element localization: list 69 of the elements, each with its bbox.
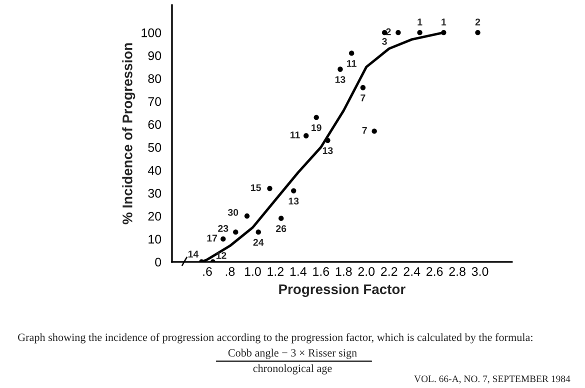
x-tick-label: 1.2: [268, 267, 284, 276]
point: [314, 114, 319, 120]
x-tick-label: .6: [203, 267, 212, 276]
y-axis-title: % Incidence of Progression: [122, 43, 136, 224]
y-tick-label: 40: [148, 166, 162, 175]
y-tick-label: 60: [148, 120, 162, 129]
annotation: 7: [362, 127, 367, 134]
point: [220, 236, 226, 242]
annotation: 11: [290, 132, 300, 138]
annotation: 13: [322, 147, 333, 154]
annotation: 11: [347, 60, 356, 67]
x-tick-label: 1.8: [336, 267, 352, 276]
y-tick-label: 30: [148, 188, 162, 198]
point: [417, 30, 422, 36]
point: [233, 229, 238, 235]
x-tick-label: 2.4: [404, 267, 420, 276]
x-tick-label: 3.0: [472, 267, 488, 276]
annotation: 1: [418, 18, 422, 26]
point: [278, 216, 284, 221]
point: [291, 188, 296, 194]
x-tick-label: 2.8: [449, 267, 466, 276]
annotation: 26: [276, 225, 286, 232]
annotation: 19: [312, 124, 322, 132]
text: Cobb angle − 3 × Risser sign: [228, 348, 357, 359]
x-tick-label: 1.0: [244, 267, 261, 276]
point: [348, 50, 354, 56]
x-tick-label: 1.4: [290, 267, 306, 276]
x-tick-label: 2.2: [381, 267, 398, 276]
x-axis-title: Progression Factor: [279, 284, 406, 297]
annotation: 13: [288, 198, 299, 205]
annotation: 12: [216, 252, 226, 259]
point: [256, 229, 261, 235]
annotation: 30: [228, 208, 238, 216]
annotation: 24: [253, 238, 264, 246]
y-tick-label: 100: [142, 28, 162, 38]
y-tick-label: 10: [148, 234, 162, 244]
y-tick-label: 90: [148, 51, 162, 60]
point: [338, 66, 343, 72]
annotation: 1: [442, 18, 446, 26]
point: [267, 186, 272, 192]
annotation: 3: [382, 38, 387, 45]
x-tick-label: .8: [226, 267, 235, 276]
annotation: 14: [188, 250, 199, 258]
point: [372, 128, 377, 134]
x-tick-label: 2.6: [426, 267, 443, 276]
annotation: 15: [251, 184, 261, 192]
point: [441, 30, 446, 36]
annotation: 7: [360, 94, 366, 102]
text: chronological age: [253, 364, 332, 374]
annotation: 2: [386, 28, 391, 36]
y-tick-label: 0: [155, 258, 162, 267]
text: VOL. 66-A, NO. 7, SEPTEMBER 1984: [414, 376, 570, 384]
annotation: 13: [335, 76, 346, 83]
text: Graph showing the incidence of progression according to the progression factor, which is calculated by the formula:: [18, 333, 532, 344]
point: [325, 138, 330, 143]
x-tick-label: 2.0: [358, 267, 375, 276]
point: [304, 133, 309, 138]
annotation: 23: [218, 225, 228, 232]
y-tick-label: 70: [148, 97, 162, 106]
x-tick-label: 1.6: [313, 267, 330, 276]
y-tick-label: 80: [148, 74, 162, 84]
point: [360, 85, 366, 90]
y-tick-label: 50: [148, 143, 162, 152]
point: [396, 30, 401, 36]
annotation: 17: [207, 234, 218, 242]
y-tick-label: 20: [148, 212, 162, 221]
point: [244, 213, 250, 219]
point: [475, 30, 480, 36]
annotation: 2: [475, 18, 480, 26]
